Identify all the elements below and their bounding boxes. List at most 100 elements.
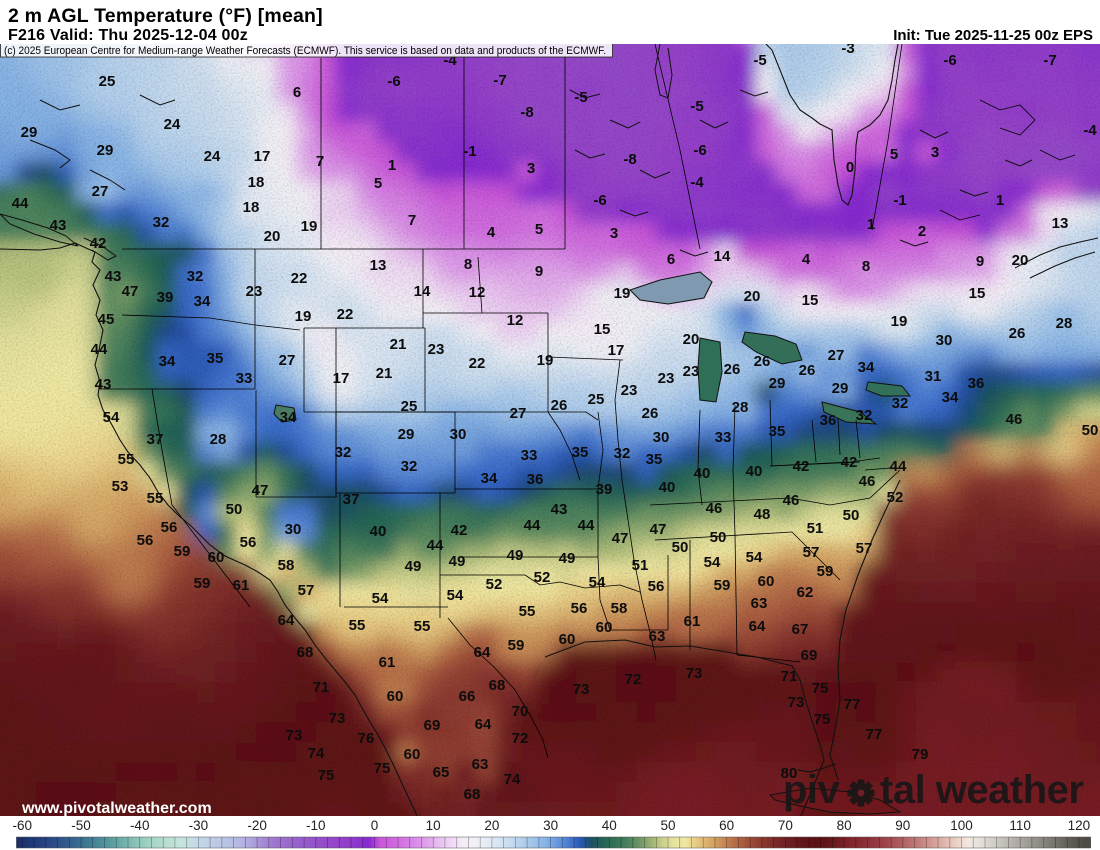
svg-text:55: 55 <box>414 618 431 635</box>
svg-text:57: 57 <box>856 540 873 557</box>
svg-text:17: 17 <box>254 148 271 165</box>
svg-text:40: 40 <box>746 463 763 480</box>
svg-text:60: 60 <box>208 549 225 566</box>
svg-text:37: 37 <box>343 491 360 508</box>
svg-text:53: 53 <box>112 478 129 495</box>
svg-text:54: 54 <box>704 554 721 571</box>
svg-text:22: 22 <box>337 306 354 323</box>
svg-text:32: 32 <box>401 458 418 475</box>
svg-text:60: 60 <box>596 619 613 636</box>
svg-text:56: 56 <box>161 519 178 536</box>
svg-text:18: 18 <box>243 199 260 216</box>
svg-text:30: 30 <box>936 332 953 349</box>
svg-text:15: 15 <box>802 292 819 309</box>
svg-text:28: 28 <box>1056 315 1073 332</box>
svg-text:42: 42 <box>90 235 107 252</box>
svg-text:0: 0 <box>371 818 379 833</box>
svg-text:73: 73 <box>573 681 590 698</box>
svg-text:20: 20 <box>744 288 761 305</box>
svg-text:79: 79 <box>912 746 929 763</box>
svg-text:68: 68 <box>489 677 506 694</box>
svg-text:7: 7 <box>316 153 324 170</box>
svg-text:8: 8 <box>464 256 472 273</box>
svg-text:60: 60 <box>719 818 734 833</box>
svg-text:68: 68 <box>464 786 481 803</box>
svg-text:43: 43 <box>551 501 568 518</box>
svg-text:73: 73 <box>286 727 303 744</box>
svg-text:40: 40 <box>659 479 676 496</box>
svg-text:34: 34 <box>280 409 297 426</box>
svg-text:52: 52 <box>486 576 503 593</box>
svg-text:-7: -7 <box>1043 52 1056 69</box>
svg-text:56: 56 <box>137 532 154 549</box>
svg-text:6: 6 <box>667 251 675 268</box>
svg-text:63: 63 <box>751 595 768 612</box>
svg-text:58: 58 <box>611 600 628 617</box>
svg-text:23: 23 <box>246 283 263 300</box>
svg-text:63: 63 <box>649 628 666 645</box>
svg-text:49: 49 <box>559 550 576 567</box>
svg-text:49: 49 <box>507 547 524 564</box>
svg-text:42: 42 <box>793 458 810 475</box>
svg-text:15: 15 <box>594 321 611 338</box>
svg-text:46: 46 <box>859 473 876 490</box>
svg-text:75: 75 <box>374 760 391 777</box>
svg-text:34: 34 <box>481 470 498 487</box>
svg-text:29: 29 <box>21 124 38 141</box>
svg-text:-6: -6 <box>943 52 956 69</box>
svg-text:0: 0 <box>846 159 854 176</box>
svg-text:25: 25 <box>99 73 116 90</box>
svg-text:32: 32 <box>856 407 873 424</box>
svg-text:-5: -5 <box>753 52 766 69</box>
svg-text:55: 55 <box>118 451 135 468</box>
svg-text:26: 26 <box>799 362 816 379</box>
svg-text:5: 5 <box>535 221 543 238</box>
svg-text:64: 64 <box>474 644 491 661</box>
svg-text:43: 43 <box>50 217 67 234</box>
svg-text:71: 71 <box>781 668 798 685</box>
svg-text:100: 100 <box>950 818 973 833</box>
svg-text:10: 10 <box>426 818 441 833</box>
svg-text:32: 32 <box>614 445 631 462</box>
svg-text:56: 56 <box>571 600 588 617</box>
svg-text:69: 69 <box>424 717 441 734</box>
svg-text:44: 44 <box>427 537 444 554</box>
svg-text:1: 1 <box>388 157 396 174</box>
svg-text:-4: -4 <box>690 174 704 191</box>
svg-text:14: 14 <box>714 248 731 265</box>
svg-text:22: 22 <box>469 355 486 372</box>
svg-text:15: 15 <box>969 285 986 302</box>
svg-text:44: 44 <box>91 341 108 358</box>
svg-text:120: 120 <box>1068 818 1091 833</box>
svg-text:-60: -60 <box>13 818 33 833</box>
svg-text:2 m AGL Temperature (°F) [mean: 2 m AGL Temperature (°F) [mean] <box>8 5 323 27</box>
svg-text:80: 80 <box>837 818 852 833</box>
svg-text:-6: -6 <box>593 192 606 209</box>
svg-text:47: 47 <box>122 283 139 300</box>
svg-text:60: 60 <box>387 688 404 705</box>
svg-text:26: 26 <box>724 361 741 378</box>
svg-text:5: 5 <box>374 175 382 192</box>
svg-text:20: 20 <box>264 228 281 245</box>
svg-text:80: 80 <box>781 765 798 782</box>
svg-text:47: 47 <box>650 521 667 538</box>
svg-text:36: 36 <box>968 375 985 392</box>
svg-text:18: 18 <box>248 174 265 191</box>
svg-text:23: 23 <box>683 363 700 380</box>
svg-text:69: 69 <box>801 647 818 664</box>
svg-text:50: 50 <box>710 529 727 546</box>
svg-text:www.pivotalweather.com: www.pivotalweather.com <box>21 800 212 817</box>
svg-text:47: 47 <box>252 482 269 499</box>
svg-text:50: 50 <box>1082 422 1099 439</box>
svg-text:63: 63 <box>472 756 489 773</box>
svg-text:30: 30 <box>285 521 302 538</box>
svg-text:54: 54 <box>746 549 763 566</box>
svg-text:29: 29 <box>769 375 786 392</box>
svg-text:42: 42 <box>841 454 858 471</box>
svg-text:75: 75 <box>814 711 831 728</box>
svg-text:54: 54 <box>589 574 606 591</box>
svg-text:24: 24 <box>164 116 181 133</box>
svg-text:34: 34 <box>159 353 176 370</box>
svg-text:56: 56 <box>648 578 665 595</box>
svg-text:28: 28 <box>210 431 227 448</box>
